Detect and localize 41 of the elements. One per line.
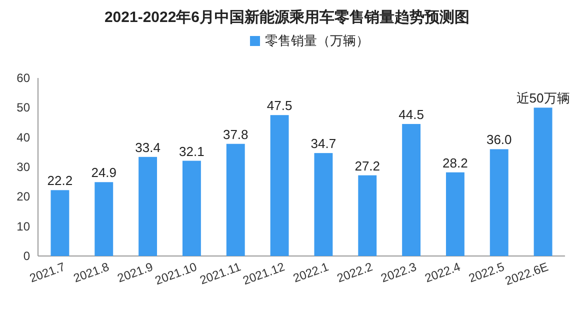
y-tick-label: 30 — [16, 160, 30, 174]
data-label: 22.2 — [47, 173, 73, 188]
bar — [446, 172, 464, 256]
y-tick-label: 60 — [16, 71, 30, 85]
data-label: 47.5 — [266, 98, 292, 114]
data-label: 33.4 — [135, 140, 160, 155]
legend: 零售销量（万辆） — [250, 33, 369, 48]
bar — [534, 108, 552, 256]
y-tick-label: 40 — [16, 130, 30, 144]
bar — [50, 190, 70, 256]
data-label: 近50万辆 — [516, 90, 570, 106]
y-tick-label: 20 — [16, 190, 30, 204]
x-tick-label: 2021.9 — [116, 260, 156, 286]
chart-title: 2021-2022年6月中国新能源乘用车零售销量趋势预测图 — [104, 8, 470, 26]
data-label: 27.2 — [354, 158, 380, 174]
bar — [182, 160, 201, 256]
data-label: 32.1 — [179, 144, 204, 159]
data-label: 24.9 — [91, 165, 117, 180]
y-tick-label: 10 — [16, 219, 30, 234]
bar — [490, 149, 508, 256]
x-tick-label: 2022.5 — [466, 260, 506, 286]
data-label: 37.8 — [222, 126, 248, 142]
x-tick-label: 2022.4 — [422, 260, 463, 286]
y-tick-label: 50 — [16, 100, 30, 115]
x-tick-label: 2021.7 — [28, 260, 68, 286]
bar — [270, 115, 289, 256]
x-tick-label: 2022.3 — [379, 260, 419, 286]
data-label: 36.0 — [486, 132, 512, 148]
bar — [358, 175, 377, 256]
x-tick-label: 2022.2 — [335, 260, 375, 286]
bar — [402, 124, 421, 256]
data-label: 44.5 — [398, 106, 424, 122]
y-tick-label: 0 — [23, 249, 30, 263]
bar — [94, 182, 114, 256]
x-tick-label: 2021.8 — [72, 260, 112, 286]
bar — [138, 156, 158, 256]
data-label: 28.2 — [442, 155, 468, 170]
bar — [226, 144, 245, 256]
x-tick-label: 2022.1 — [291, 260, 331, 286]
bar — [314, 153, 333, 256]
data-label: 34.7 — [310, 136, 336, 152]
